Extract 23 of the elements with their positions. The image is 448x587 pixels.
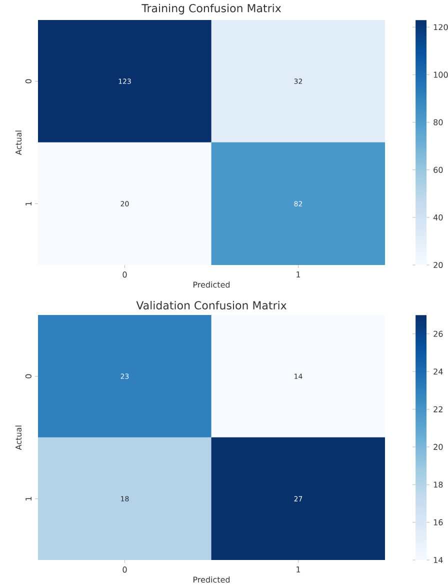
color-bar-label: 120: [434, 24, 448, 30]
color-bar-label: 100: [434, 72, 448, 78]
x-axis-title: Predicted: [194, 281, 230, 288]
x-axis-title: Predicted: [194, 576, 230, 583]
color-bar-label: 26: [434, 330, 443, 337]
y-axis-title: Actual: [15, 130, 22, 155]
y-axis-title: Actual: [15, 426, 22, 450]
chart-title: Validation Confusion Matrix: [136, 300, 286, 310]
color-bar-label: 20: [434, 444, 443, 450]
color-bar-label: 24: [434, 368, 443, 375]
color-bar-label: 14: [434, 557, 443, 563]
chart-title: Training Confusion Matrix: [142, 4, 282, 14]
color-bar-label: 20: [434, 262, 443, 268]
color-bar-label: 22: [434, 406, 442, 412]
y-tick-label: 1: [26, 202, 32, 206]
y-tick-label: 1: [26, 496, 32, 500]
color-bar-label: 18: [434, 482, 443, 488]
color-bar-label: 60: [434, 166, 443, 173]
y-tick-label: 0: [25, 374, 32, 378]
y-tick-label: 0: [25, 79, 32, 84]
color-bar-label: 16: [434, 519, 443, 526]
color-bar-label: 40: [433, 214, 443, 220]
color-bar-label: 80: [434, 119, 443, 126]
